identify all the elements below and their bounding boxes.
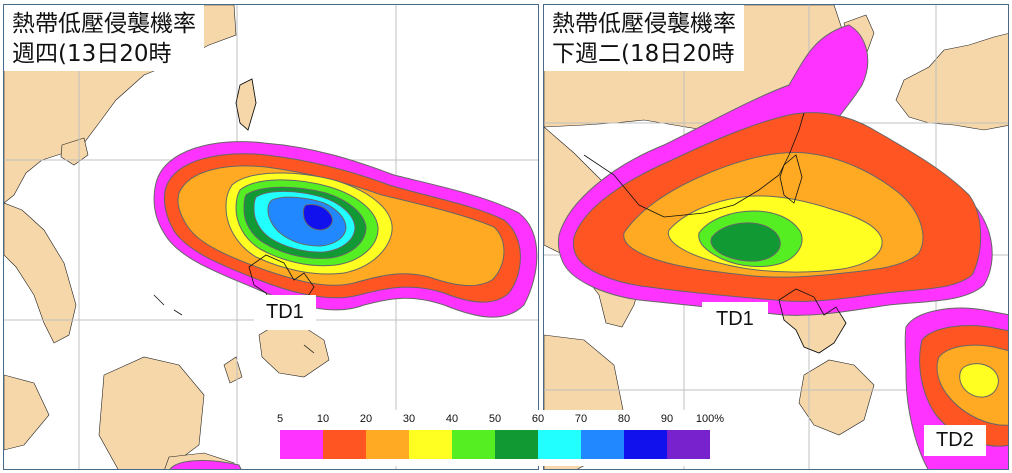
coastline-overlay	[153, 78, 315, 354]
contour-50	[710, 222, 781, 262]
legend-tick-label: 5	[276, 413, 284, 425]
probability-contours	[153, 141, 538, 318]
legend-swatch	[581, 430, 624, 459]
contour-80	[302, 204, 333, 231]
legend-swatch	[280, 430, 323, 459]
legend-swatch	[452, 430, 495, 459]
mindanao-island	[258, 322, 330, 378]
legend-swatch	[624, 430, 667, 459]
legend-swatch	[323, 430, 366, 459]
legend-swatch	[667, 430, 710, 459]
indochina-landmass	[4, 202, 77, 344]
storm-label-td2: TD2	[924, 425, 986, 456]
probability-legend: 5 10 20 30 40 50 60 70 80 90 100%	[273, 410, 733, 466]
legend-swatch	[366, 430, 409, 459]
mindanao-island	[798, 359, 875, 436]
legend-tick-label: 100%	[695, 413, 725, 425]
borneo-island	[98, 356, 205, 469]
contour-bottom-left	[169, 460, 242, 469]
title-box-left: 熱帶低壓侵襲機率 週四(13日20時	[4, 5, 204, 71]
title-box-right: 熱帶低壓侵襲機率 下週二(18日20時	[544, 5, 744, 71]
legend-swatch	[495, 430, 538, 459]
map-title: 熱帶低壓侵襲機率	[552, 11, 736, 37]
legend-tick-label: 10	[316, 413, 330, 425]
legend-swatch	[538, 430, 581, 459]
legend-color-bar	[280, 430, 710, 459]
small-island	[223, 356, 243, 384]
legend-tick-label: 90	[660, 413, 674, 425]
malaysia-landmass	[4, 374, 50, 451]
map-title: 熱帶低壓侵襲機率	[12, 11, 196, 37]
legend-tick-label: 60	[531, 413, 545, 425]
probability-contours	[557, 24, 993, 316]
probability-map-left	[4, 5, 538, 469]
storm-label-td1: TD1	[702, 302, 768, 337]
td2-contour-30	[959, 363, 999, 398]
probability-map-right	[544, 5, 1008, 469]
storm-label-td1: TD1	[254, 295, 316, 330]
map-panel-left: 熱帶低壓侵襲機率 週四(13日20時 TD1	[3, 4, 539, 470]
legend-tick-label: 30	[402, 413, 416, 425]
legend-swatch	[409, 430, 452, 459]
legend-tick-label: 80	[617, 413, 631, 425]
legend-tick-label: 40	[445, 413, 459, 425]
coastline-overlay	[583, 112, 847, 354]
legend-tick-label: 50	[488, 413, 502, 425]
legend-ticks: 5 10 20 30 40 50 60 70 80 90 100%	[273, 413, 733, 429]
map-subtitle: 週四(13日20時	[12, 41, 172, 67]
map-panel-right: 熱帶低壓侵襲機率 下週二(18日20時 TD1 TD2	[543, 4, 1009, 470]
map-subtitle: 下週二(18日20時	[552, 41, 735, 67]
legend-tick-label: 20	[359, 413, 373, 425]
legend-tick-label: 70	[574, 413, 588, 425]
japan-islands	[895, 33, 1008, 131]
